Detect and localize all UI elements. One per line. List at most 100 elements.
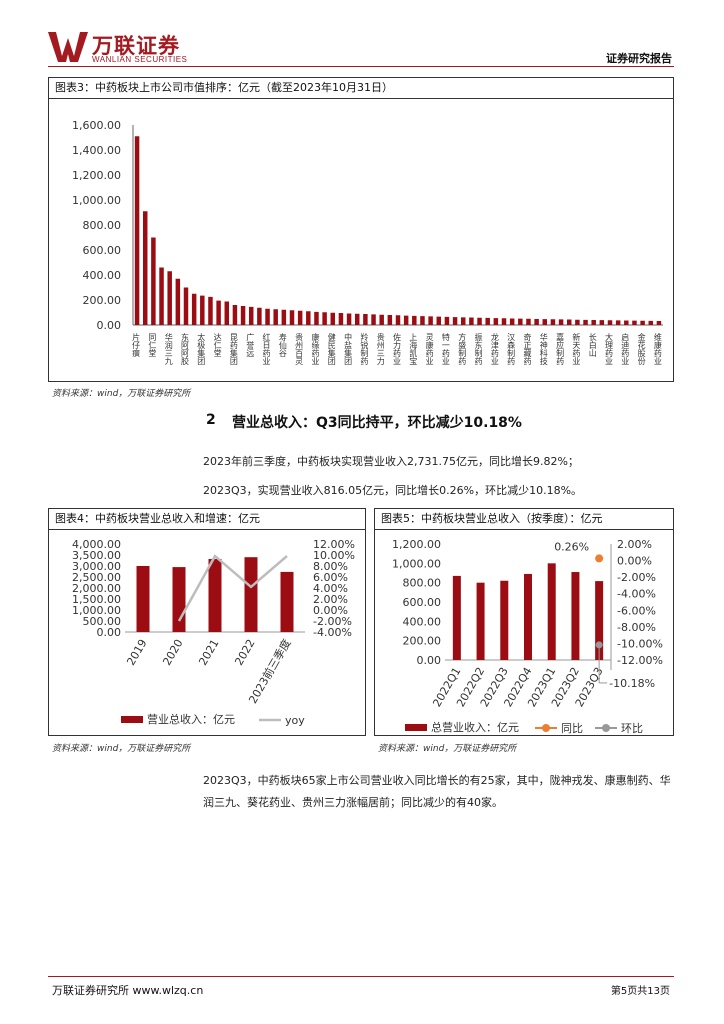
x-tick-label: 片仔癀 xyxy=(132,332,141,358)
section-number: 2 xyxy=(206,412,216,428)
bar xyxy=(640,320,645,325)
y-tick-label: 400.00 xyxy=(83,269,122,282)
qoq-data-label: -10.18% xyxy=(609,677,655,690)
y-tick-label: 1,600.00 xyxy=(72,119,121,132)
x-tick-label: 佐力药业 xyxy=(393,332,402,365)
section-title: 营业总收入：Q3同比持平，环比减少10.18% xyxy=(232,415,522,431)
y-left-tick-label: 0.00 xyxy=(97,626,122,639)
bar xyxy=(175,278,181,325)
bar xyxy=(420,316,425,325)
y-left-tick-label: 800.00 xyxy=(403,577,442,590)
x-tick-label: 大理药业 xyxy=(605,332,614,365)
y-right-tick-label: -4.00% xyxy=(617,588,656,601)
y-left-tick-label: 1,500.00 xyxy=(72,593,121,606)
y-right-tick-label: 12.00% xyxy=(313,538,355,551)
bar xyxy=(387,315,393,325)
bar xyxy=(216,300,221,325)
y-left-tick-label: 3,000.00 xyxy=(72,560,121,573)
x-tick-label: 维康药业 xyxy=(653,332,662,365)
figure4-source: 资料来源：wind，万联证券研究所 xyxy=(52,744,191,754)
x-tick-label: 长白山 xyxy=(588,332,597,358)
legend-label-revenue: 营业总收入：亿元 xyxy=(147,712,235,726)
bar xyxy=(591,320,596,325)
figure5-chart: 0.00 200.00 400.00 600.00 800.00 1,000.00 1,20… xyxy=(392,538,663,735)
y-right-tick-label: 0.00% xyxy=(617,555,652,568)
bar xyxy=(232,305,238,325)
y-right-tick-label: -6.00% xyxy=(617,604,656,617)
x-tick-label: 金花股份 xyxy=(637,332,646,366)
figure5-title: 图表5：中药板块营业总收入（按季度）：亿元 xyxy=(375,509,673,530)
legend-label-yoy: 同比 xyxy=(561,722,583,735)
bar xyxy=(477,317,482,325)
x-tick-label: 上海凯宝 xyxy=(409,333,418,365)
brand-name: 万联证券 xyxy=(92,34,180,58)
bar xyxy=(208,296,213,325)
bar xyxy=(624,320,629,325)
bar xyxy=(648,320,654,325)
bar xyxy=(244,557,258,632)
bar xyxy=(306,311,311,325)
bar xyxy=(265,308,270,325)
brand-name-en: WANLIAN SECURITIES xyxy=(92,55,188,64)
bar xyxy=(524,573,532,660)
bar xyxy=(550,319,556,325)
bar xyxy=(208,558,222,632)
bar xyxy=(257,307,262,325)
x-tick-label: 龙津药业 xyxy=(490,332,499,365)
bar xyxy=(493,318,499,325)
y-left-tick-label: 400.00 xyxy=(403,615,442,628)
x-tick-label: 新天药业 xyxy=(572,332,581,365)
bar xyxy=(485,317,490,325)
y-right-tick-label: -4.00% xyxy=(313,626,352,639)
y-tick-label: 200.00 xyxy=(83,294,122,307)
qoq-point xyxy=(595,641,603,649)
y-right-tick-label: 2.00% xyxy=(617,538,652,551)
legend-swatch-revenue xyxy=(121,716,143,723)
bar xyxy=(500,580,509,660)
bar xyxy=(599,320,605,325)
x-tick-label: 2020 xyxy=(160,637,185,668)
x-tick-label: 昆药集团 xyxy=(229,333,238,366)
x-tick-label: 羚锐制药 xyxy=(360,332,369,366)
bar xyxy=(476,582,485,660)
bar xyxy=(289,310,295,325)
legend-label-revenue: 总营业收入：亿元 xyxy=(431,720,519,734)
bar xyxy=(444,316,450,325)
x-tick-label: 贵州三力 xyxy=(376,332,385,366)
y-right-tick-label: 8.00% xyxy=(313,560,348,573)
y-right-tick-label: -12.00% xyxy=(617,654,663,667)
bar xyxy=(322,312,327,325)
yoy-data-label: 0.26% xyxy=(554,540,589,553)
x-tick-label: 中盐集团 xyxy=(344,332,353,366)
bar xyxy=(460,317,466,325)
x-tick-label: 启迪药业 xyxy=(621,332,630,365)
paragraph-3: 2023Q3，中药板块65家上市公司营业收入同比增长的有25家，其中，陇神戎发、… xyxy=(203,774,671,809)
bar xyxy=(363,314,368,325)
x-tick-label: 华神科技 xyxy=(539,332,548,366)
bar xyxy=(558,319,564,325)
bar xyxy=(346,313,352,325)
figure3-source: 资料来源：wind，万联证券研究所 xyxy=(52,389,191,399)
bar xyxy=(607,320,613,325)
legend-label-qoq: 环比 xyxy=(621,722,643,735)
y-tick-label: 1,400.00 xyxy=(72,144,121,157)
y-left-tick-label: 0.00 xyxy=(417,654,442,667)
x-tick-label: 达仁堂 xyxy=(213,332,222,357)
y-tick-label: 1,000.00 xyxy=(72,194,121,207)
bar xyxy=(191,293,197,325)
brand-logo-icon xyxy=(48,32,88,62)
bar xyxy=(595,581,604,660)
y-left-tick-label: 200.00 xyxy=(403,635,442,648)
figure4-chart: 0.00500.001,000.001,500.002,000.002,500.… xyxy=(72,538,355,727)
y-left-tick-label: 1,200.00 xyxy=(392,538,441,551)
bar xyxy=(542,319,548,325)
y-left-tick-label: 2,000.00 xyxy=(72,582,121,595)
x-tick-label: 太极集团 xyxy=(197,332,206,366)
bar xyxy=(436,316,442,325)
legend-swatch-revenue xyxy=(405,724,427,731)
x-tick-label: 嘉应制药 xyxy=(556,332,565,366)
x-tick-label: 健民集团 xyxy=(327,332,336,366)
bar xyxy=(452,575,461,660)
figure3-box: 图表3：中药板块上市公司市值排序：亿元（截至2023年10月31日） 0.00 2… xyxy=(48,77,674,382)
bar xyxy=(632,320,637,325)
